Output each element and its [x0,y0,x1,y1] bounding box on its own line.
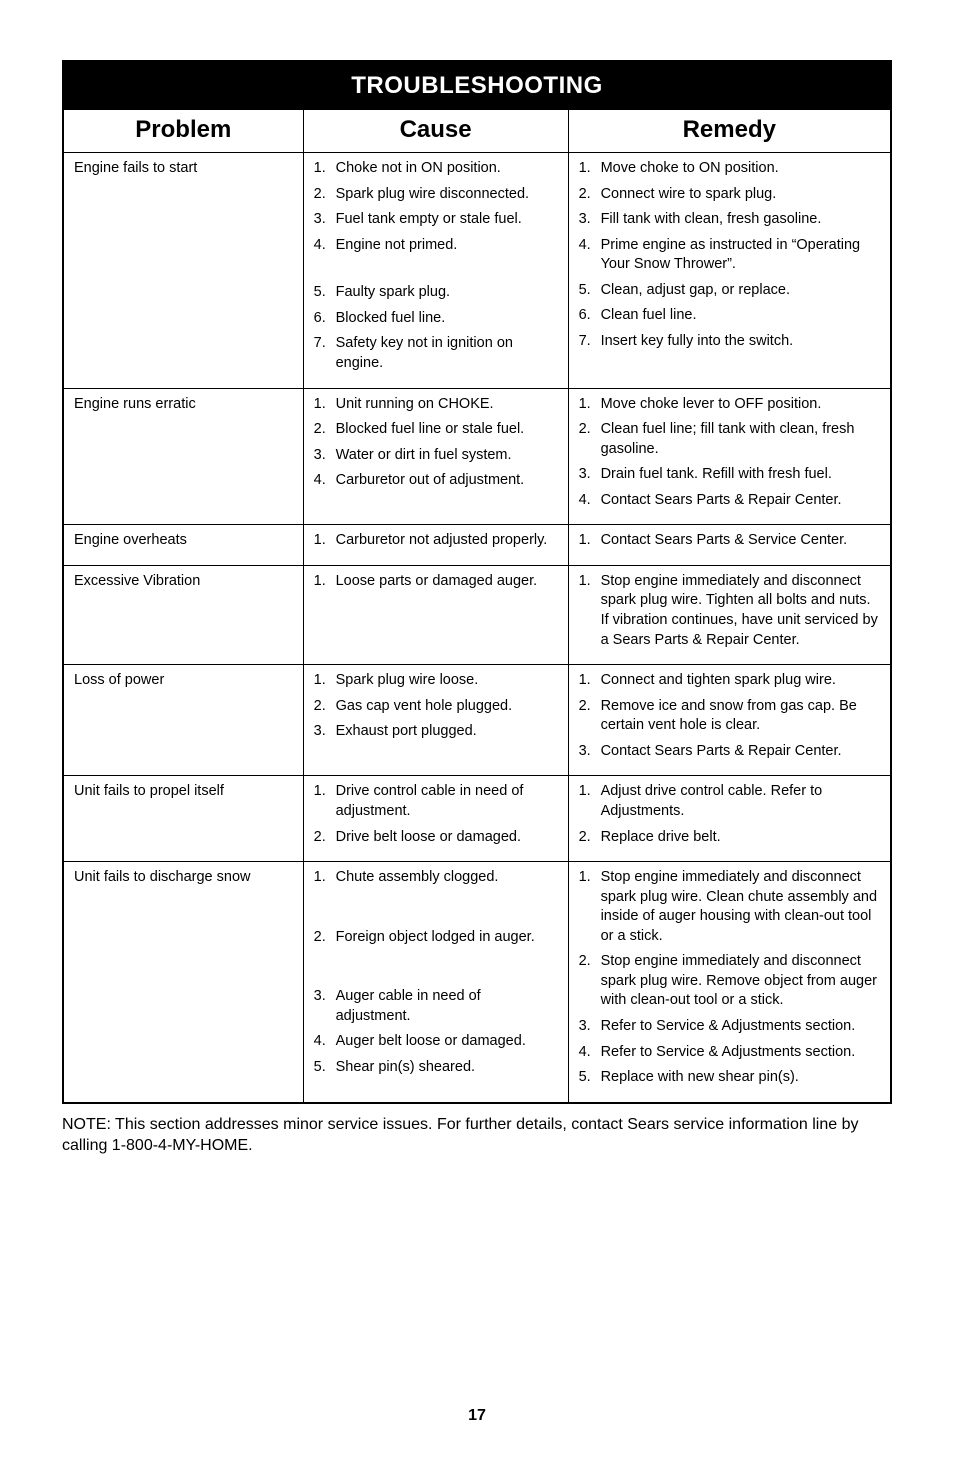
cause-item: Carburetor not adjusted properly. [314,531,560,551]
cause-item: Auger cable in need of adjustment. [314,987,560,1026]
remedy-item: Refer to Service & Adjustments section. [579,1017,882,1037]
cause-cell: Loose parts or damaged auger. [303,565,568,664]
remedy-item: Fill tank with clean, fresh gasoline. [579,210,882,230]
remedy-item: Connect and tighten spark plug wire. [579,671,882,691]
cause-item: Shear pin(s) sheared. [314,1058,560,1078]
cause-item: Exhaust port plugged. [314,722,560,742]
remedy-item: Move choke to ON position. [579,159,882,179]
remedy-item: Connect wire to spark plug. [579,185,882,205]
cause-item: Unit running on CHOKE. [314,395,560,415]
cause-cell: Drive control cable in need of adjustmen… [303,776,568,862]
remedy-item: Contact Sears Parts & Repair Center. [579,491,882,511]
cause-item: Loose parts or damaged auger. [314,572,560,592]
cause-item: Chute assembly clogged. [314,868,560,888]
problem-cell: Unit fails to propel itself [63,776,303,862]
remedy-item: Clean, adjust gap, or replace. [579,281,882,301]
remedy-item: Insert key fully into the switch. [579,332,882,352]
remedy-cell: Adjust drive control cable. Refer to Adj… [568,776,891,862]
problem-cell: Engine fails to start [63,153,303,389]
remedy-item: Prime engine as instructed in “Operating… [579,236,882,275]
remedy-item: Remove ice and snow from gas cap. Be cer… [579,697,882,736]
remedy-item: Stop engine immediately and disconnect s… [579,572,882,650]
cause-item: Faulty spark plug. [314,283,560,303]
table-row: Loss of power Spark plug wire loose. Gas c… [63,665,891,776]
remedy-cell: Contact Sears Parts & Service Center. [568,525,891,566]
remedy-item: Adjust drive control cable. Refer to Adj… [579,782,882,821]
cause-item: Safety key not in ignition on engine. [314,334,560,373]
problem-cell: Engine runs erratic [63,388,303,525]
remedy-item: Refer to Service & Adjustments section. [579,1043,882,1063]
cause-item: Spark plug wire loose. [314,671,560,691]
table-row: Engine overheats Carburetor not adjusted … [63,525,891,566]
remedy-item: Move choke lever to OFF position. [579,395,882,415]
table-row: Unit fails to propel itself Drive control… [63,776,891,862]
table-header-row: Problem Cause Remedy [63,110,891,153]
remedy-item: Clean fuel line; fill tank with clean, f… [579,420,882,459]
problem-cell: Unit fails to discharge snow [63,862,303,1103]
cause-item: Choke not in ON position. [314,159,560,179]
cause-item: Fuel tank empty or stale fuel. [314,210,560,230]
cause-cell: Spark plug wire loose. Gas cap vent hole … [303,665,568,776]
remedy-cell: Move choke to ON position. Connect wire t… [568,153,891,389]
remedy-item: Replace with new shear pin(s). [579,1068,882,1088]
table-title: TROUBLESHOOTING [63,61,891,110]
page-number: 17 [62,1407,892,1425]
cause-item: Engine not primed. [314,236,560,256]
cause-cell: Chute assembly clogged. Foreign object lo… [303,862,568,1103]
cause-item: Auger belt loose or damaged. [314,1032,560,1052]
table-row: Unit fails to discharge snowChute assemb… [63,862,891,1103]
cause-item: Spark plug wire disconnected. [314,185,560,205]
cause-item: Blocked fuel line or stale fuel. [314,420,560,440]
remedy-cell: Stop engine immediately and disconnect s… [568,565,891,664]
problem-cell: Loss of power [63,665,303,776]
problem-cell: Engine overheats [63,525,303,566]
remedy-item: Clean fuel line. [579,306,882,326]
table-row: Excessive Vibration Loose parts or damage… [63,565,891,664]
remedy-item: Replace drive belt. [579,828,882,848]
problem-cell: Excessive Vibration [63,565,303,664]
note-text: NOTE: This section addresses minor servi… [62,1114,892,1157]
table-body: Engine fails to startChoke not in ON pos… [63,153,891,1103]
cause-item: Water or dirt in fuel system. [314,446,560,466]
remedy-item: Contact Sears Parts & Service Center. [579,531,882,551]
remedy-cell: Move choke lever to OFF position. Clean f… [568,388,891,525]
cause-cell: Carburetor not adjusted properly. [303,525,568,566]
header-remedy: Remedy [568,110,891,153]
troubleshooting-table: TROUBLESHOOTING Problem Cause Remedy Eng… [62,60,892,1104]
remedy-cell: Connect and tighten spark plug wire. Remo… [568,665,891,776]
cause-item: Carburetor out of adjustment. [314,471,560,491]
cause-item: Gas cap vent hole plugged. [314,697,560,717]
remedy-item: Stop engine immediately and disconnect s… [579,868,882,946]
header-cause: Cause [303,110,568,153]
cause-item: Blocked fuel line. [314,309,560,329]
remedy-item: Stop engine immediately and disconnect s… [579,952,882,1011]
header-problem: Problem [63,110,303,153]
cause-cell: Unit running on CHOKE. Blocked fuel line … [303,388,568,525]
remedy-cell: Stop engine immediately and disconnect s… [568,862,891,1103]
table-row: Engine fails to startChoke not in ON pos… [63,153,891,389]
cause-item: Foreign object lodged in auger. [314,928,560,948]
cause-item: Drive control cable in need of adjustmen… [314,782,560,821]
remedy-item: Drain fuel tank. Refill with fresh fuel. [579,465,882,485]
cause-cell: Choke not in ON position. Spark plug wire… [303,153,568,389]
cause-item: Drive belt loose or damaged. [314,828,560,848]
table-row: Engine runs erraticUnit running on CHOKE… [63,388,891,525]
remedy-item: Contact Sears Parts & Repair Center. [579,742,882,762]
